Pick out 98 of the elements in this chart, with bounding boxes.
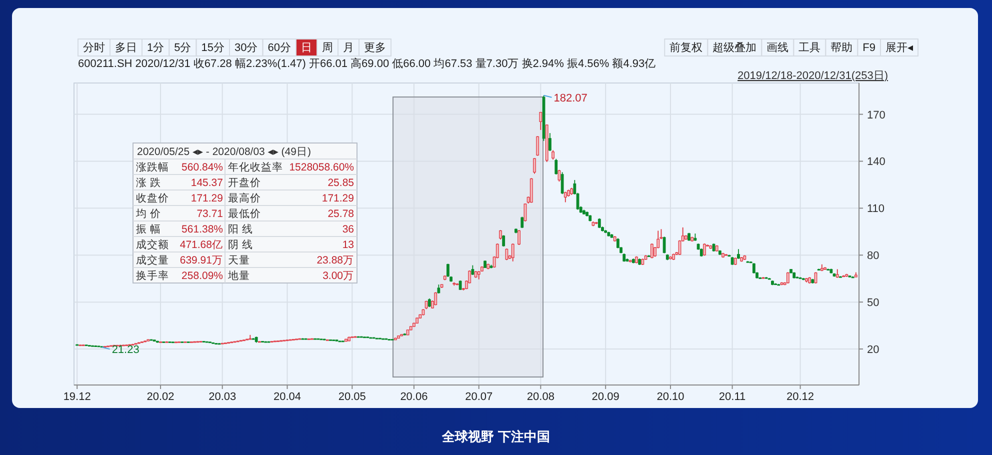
- annotation: 258.09%: [182, 270, 223, 282]
- annotation: 换手率: [136, 269, 169, 282]
- x-tick-label: 20.04: [273, 391, 302, 403]
- annotation: 182.07: [554, 92, 588, 104]
- candlestick: [458, 280, 462, 290]
- annotation: 21.23: [112, 344, 140, 356]
- text: 多日: [115, 42, 137, 54]
- candlestick: [471, 264, 474, 276]
- x-tick-label: 20.06: [400, 391, 428, 403]
- candlestick: [554, 158, 558, 175]
- x-tick-label: 20.11: [718, 391, 746, 403]
- annotation: 639.91万: [180, 254, 223, 266]
- candlestick: [524, 203, 527, 222]
- annotation: 涨跌幅: [136, 162, 169, 174]
- text: 工具: [798, 42, 821, 54]
- annotation: 471.68亿: [180, 239, 223, 251]
- y-tick-label: 140: [867, 156, 886, 168]
- candlestick: [560, 172, 564, 195]
- candlestick: [548, 132, 552, 152]
- text: 周: [322, 42, 333, 54]
- annotation: 25.85: [328, 177, 354, 189]
- annotation: 最低价: [228, 208, 261, 220]
- annotation: 25.78: [328, 208, 354, 220]
- candlestick: [660, 228, 663, 240]
- annotation: 振 幅: [136, 224, 161, 236]
- x-tick-label: 20.03: [208, 391, 236, 403]
- y-tick-label: 170: [867, 109, 886, 122]
- annotation: 73.71: [196, 208, 224, 220]
- candlestick: [530, 178, 533, 204]
- candlestick: [539, 112, 542, 130]
- candlestick: [536, 136, 540, 156]
- annotation: 560.84%: [182, 162, 223, 174]
- x-tick-label: 20.12: [786, 391, 814, 403]
- candlestick: [446, 263, 450, 278]
- text: 超级叠加: [712, 41, 757, 54]
- candlestick: [499, 230, 502, 240]
- text: 月: [343, 42, 354, 54]
- annotation: 阴 线: [228, 238, 253, 251]
- text: 更多: [364, 42, 386, 54]
- candlestick: [518, 230, 520, 246]
- y-tick-label: 50: [867, 297, 880, 310]
- annotation: 天量: [228, 254, 250, 266]
- x-tick-label: 20.10: [656, 391, 684, 403]
- x-tick-label: 20.05: [338, 391, 366, 403]
- candlestick: [650, 243, 654, 259]
- candlestick: [511, 243, 514, 262]
- annotation: 145.37: [190, 177, 224, 189]
- annotation: 涨 跌: [136, 177, 161, 189]
- text: 分时: [83, 41, 105, 54]
- annotation: 阳 线: [228, 222, 253, 236]
- text: 日: [301, 42, 312, 54]
- candlestick: [703, 243, 706, 256]
- annotation: 1528058.60%: [289, 162, 354, 174]
- annotation: 171.29: [322, 192, 354, 204]
- annotation: 收盘价: [136, 192, 169, 204]
- annotation: 成交量: [136, 254, 169, 266]
- annotation: 年化收益率: [228, 160, 283, 174]
- candlestick: [434, 292, 438, 306]
- text: F9: [862, 42, 876, 54]
- text: 展开◂: [885, 42, 914, 54]
- y-tick-label: 110: [867, 203, 885, 216]
- candlestick: [505, 248, 508, 261]
- text: 30分: [234, 42, 258, 54]
- text: 前复权: [670, 42, 703, 54]
- text: 5分: [174, 42, 192, 54]
- candlestick: [662, 236, 666, 254]
- annotation: 最高价: [228, 192, 261, 204]
- annotation: 成交额: [136, 238, 169, 251]
- y-tick-label: 80: [867, 250, 880, 262]
- candlestick: [533, 158, 536, 174]
- x-tick-label: 20.07: [465, 391, 493, 403]
- text: 1分: [147, 42, 164, 54]
- annotation: 3.00万: [322, 270, 354, 282]
- annotation: 均 价: [135, 208, 161, 220]
- x-tick-label: 20.09: [592, 391, 620, 403]
- annotation: 开盘价: [228, 177, 261, 189]
- annotation: 地量: [227, 269, 250, 282]
- candlestick: [737, 248, 740, 260]
- annotation: 13: [342, 239, 354, 251]
- annotation: 171.29: [190, 192, 224, 204]
- annotation: 36: [342, 224, 354, 236]
- text: 画线: [766, 41, 789, 54]
- x-tick-label: 20.08: [526, 391, 554, 403]
- text: 2020/05/25 ◂▸ - 2020/08/03 ◂▸ (49日): [137, 146, 311, 158]
- text: 60分: [268, 42, 291, 54]
- x-tick-label: 19.12: [63, 391, 91, 403]
- y-tick-label: 20: [867, 344, 880, 356]
- chart-subtitle: 600211.SH 2020/12/31 收67.28 幅2.23%(1.47) 开66.01 高69.00 低66.00 均67.53 量7.30万 换2.94% 振4.56% 额4.93亿: [78, 57, 656, 70]
- annotation: 23.88万: [316, 254, 354, 266]
- text: 2019/12/18-2020/12/31(253日): [738, 70, 888, 82]
- candlestick: [786, 272, 790, 284]
- x-tick-label: 20.02: [146, 391, 174, 403]
- candlestick: [552, 150, 554, 160]
- text: 全球视野 下注中国: [441, 429, 550, 444]
- annotation: 561.38%: [182, 224, 223, 236]
- text: 15分: [201, 42, 224, 54]
- text: 帮助: [830, 41, 853, 54]
- candlestick: [558, 169, 561, 182]
